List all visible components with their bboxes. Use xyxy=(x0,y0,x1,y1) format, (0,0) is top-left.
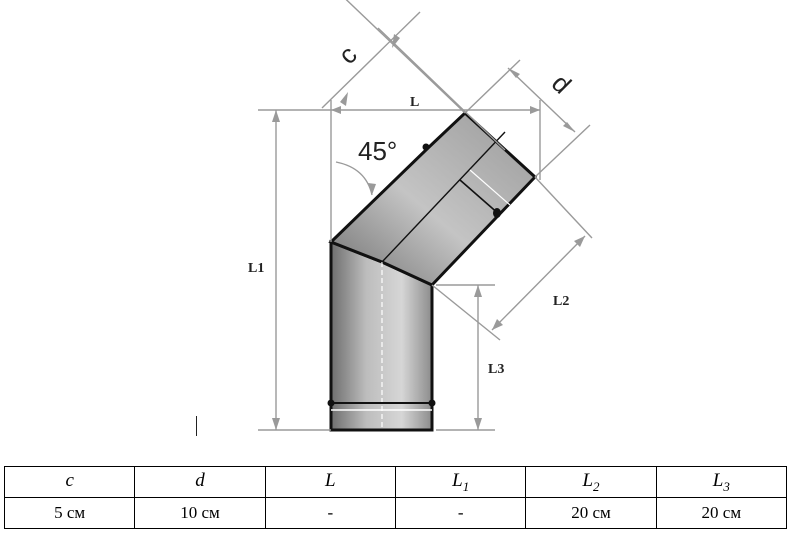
dimension-lines xyxy=(258,0,593,431)
dim-label-L1: L1 xyxy=(248,261,264,276)
text-cursor xyxy=(196,416,197,436)
dim-label-d: d xyxy=(546,68,577,99)
dim-label-c: c xyxy=(332,39,362,69)
header-L2: L2 xyxy=(525,466,657,498)
value-L: - xyxy=(264,497,396,529)
dim-label-L3: L3 xyxy=(488,362,504,377)
value-c: 5 см xyxy=(3,497,136,529)
value-L2: 20 см xyxy=(525,497,657,529)
pipe-elbow-diagram: L L1 L2 L3 c d 45° xyxy=(248,0,593,432)
dimensions-table: c d L L1 L2 L3 5 см 10 см - - 20 см 20 с… xyxy=(3,466,788,529)
value-L1: - xyxy=(394,497,527,529)
header-c: c xyxy=(3,466,136,498)
table-row: 5 см 10 см - - 20 см 20 см xyxy=(3,497,788,529)
angle-label: 45° xyxy=(358,136,397,166)
value-L3: 20 см xyxy=(655,497,788,529)
dim-label-L2: L2 xyxy=(553,294,569,309)
header-d: d xyxy=(134,466,266,498)
header-L1: L1 xyxy=(394,466,527,498)
pipe-elbow-shape xyxy=(327,110,538,432)
header-L3: L3 xyxy=(655,466,788,498)
header-L: L xyxy=(264,466,396,498)
value-d: 10 см xyxy=(134,497,266,529)
table-header-row: c d L L1 L2 L3 xyxy=(3,466,788,498)
dim-label-L: L xyxy=(410,95,419,110)
